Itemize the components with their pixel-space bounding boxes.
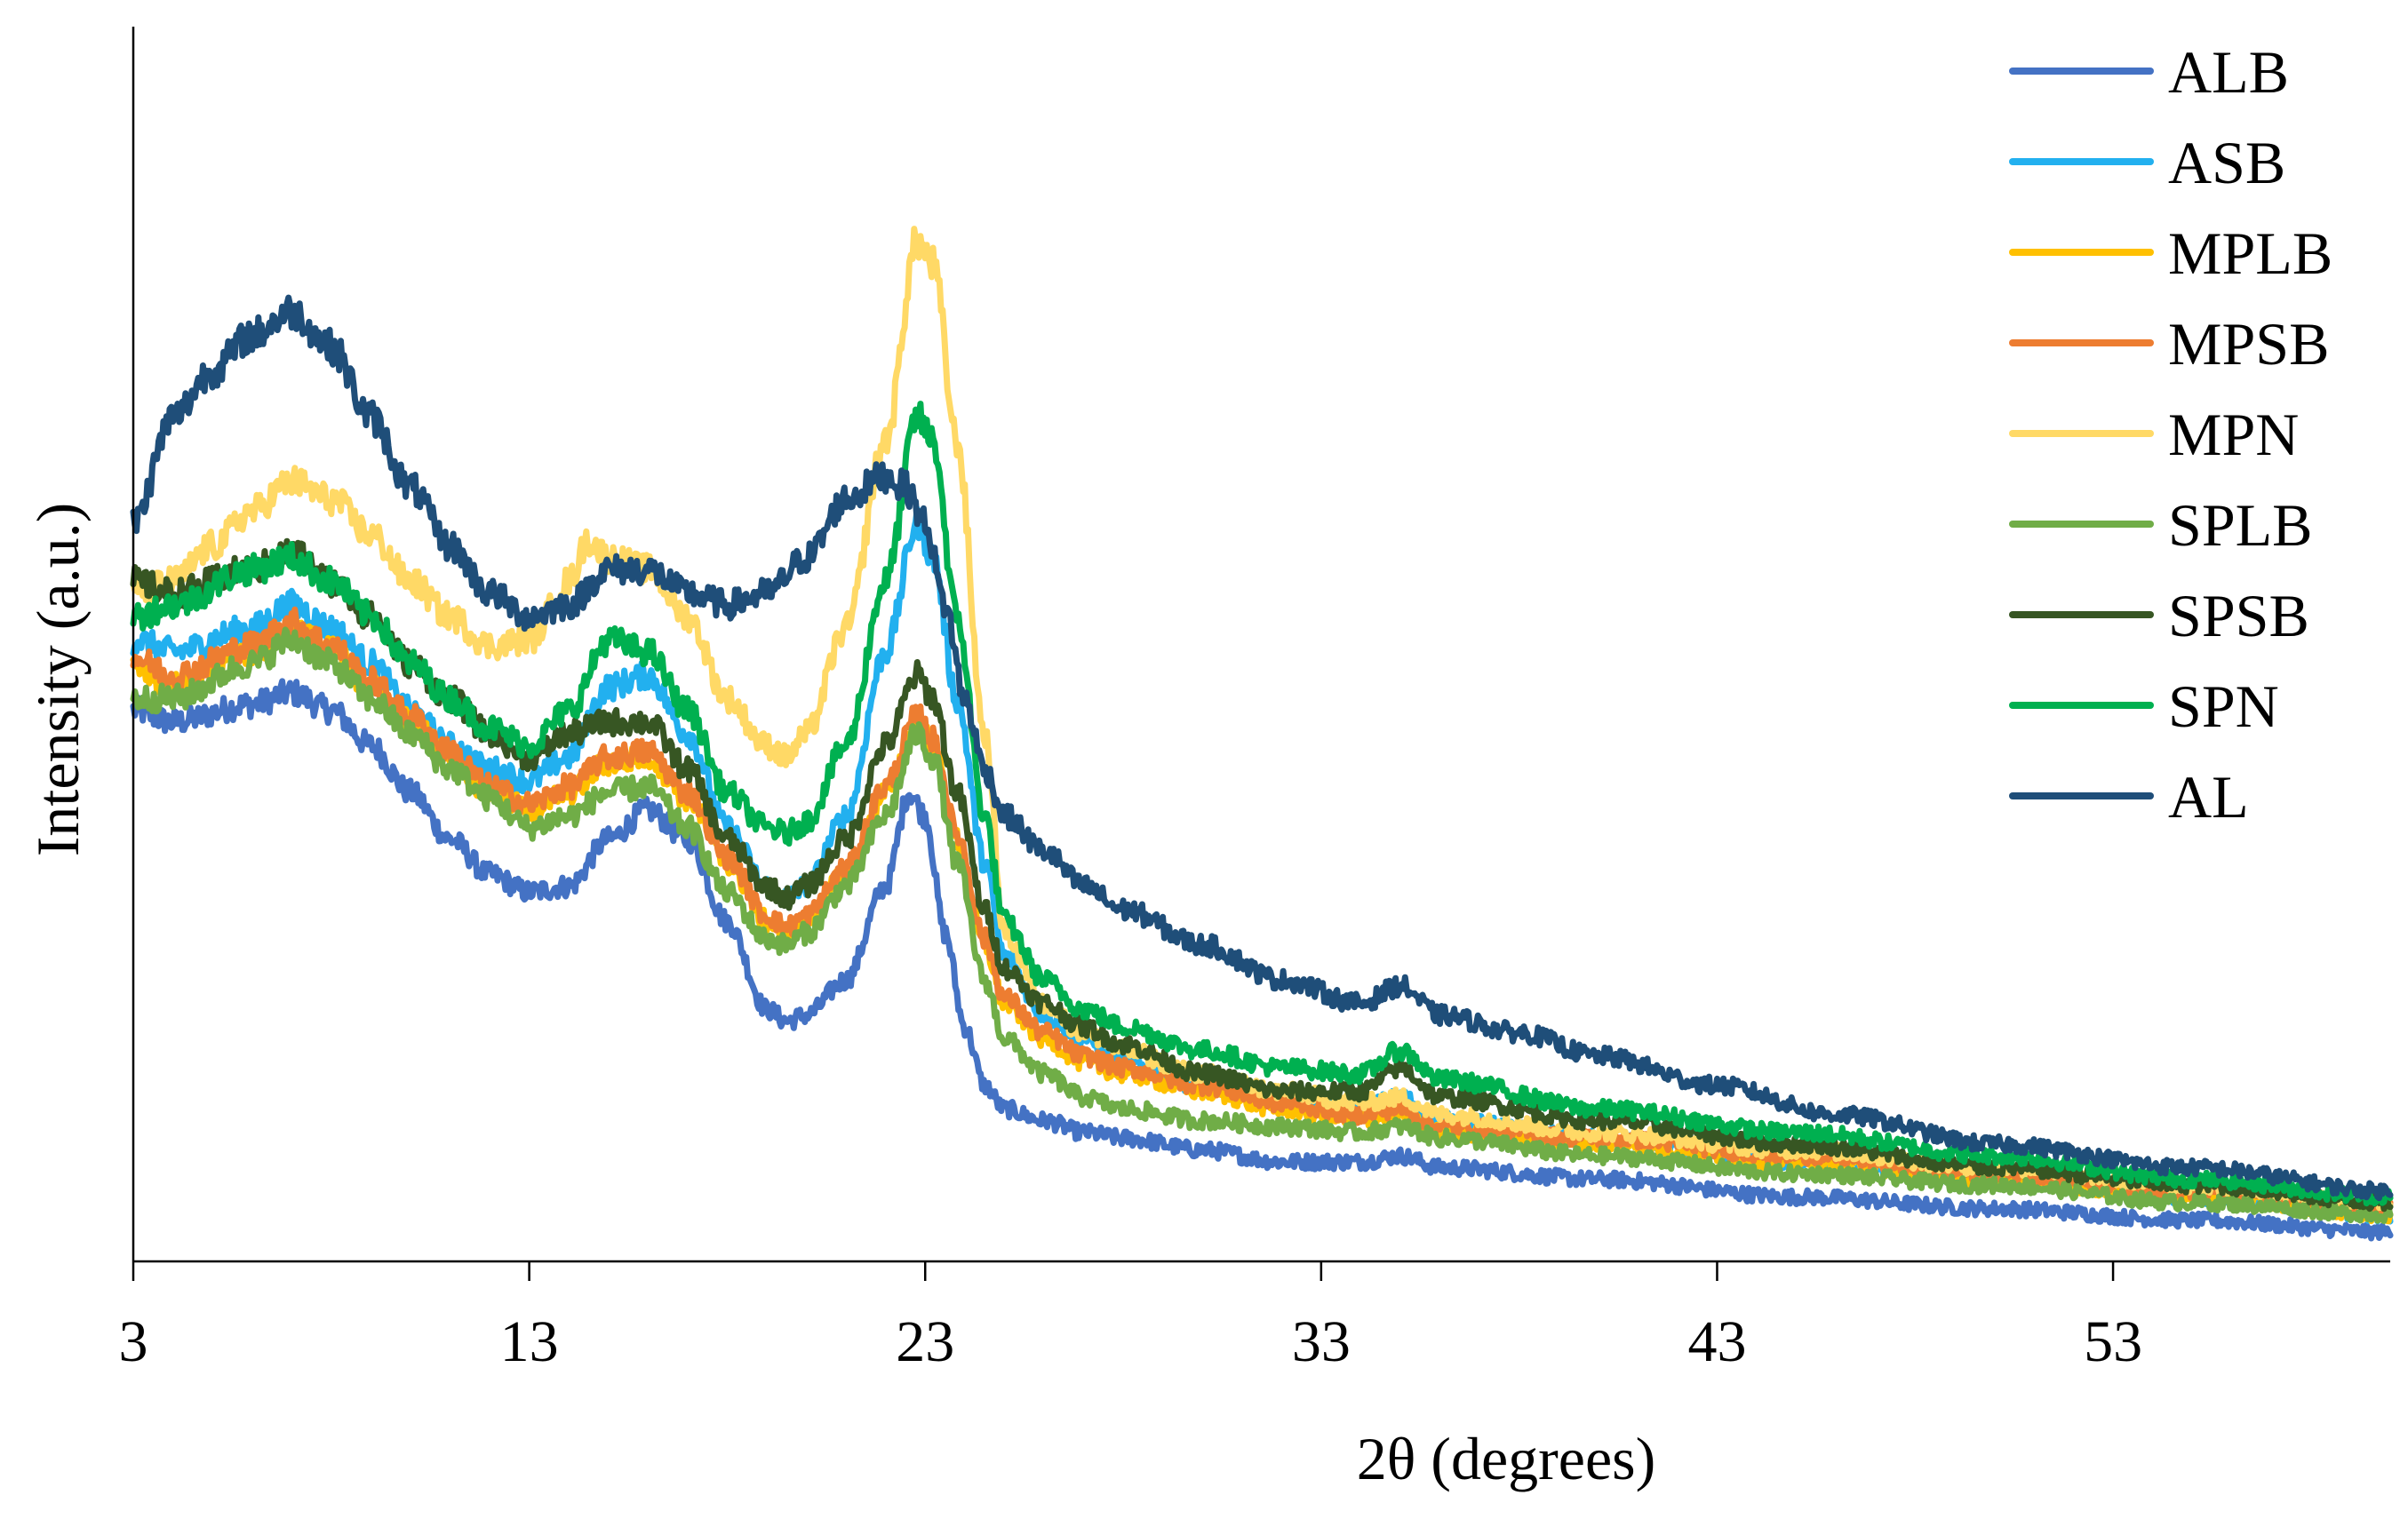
series-line-al xyxy=(130,294,2394,1202)
x-tick-label: 23 xyxy=(896,1309,954,1374)
legend-label-splb: SPLB xyxy=(2168,491,2313,559)
legend-label-spsb: SPSB xyxy=(2168,582,2309,649)
x-tick-label: 43 xyxy=(1687,1309,1746,1374)
x-tick-label: 53 xyxy=(2084,1309,2142,1374)
legend-label-mpn: MPN xyxy=(2168,401,2299,468)
x-axis-label: 2θ (degrees) xyxy=(1357,1425,1656,1492)
legend-label-mpsb: MPSB xyxy=(2168,310,2329,378)
legend-label-asb: ASB xyxy=(2168,129,2285,196)
x-tick-label: 33 xyxy=(1292,1309,1351,1374)
series-line-spn xyxy=(130,401,2394,1207)
legend-label-alb: ALB xyxy=(2168,38,2289,106)
x-ticks-group: 3 13 23 33 43 53 xyxy=(119,1261,2142,1374)
series-line-alb xyxy=(130,678,2394,1242)
series-line-splb xyxy=(130,626,2394,1225)
legend-label-al: AL xyxy=(2168,763,2249,831)
plot-series-group xyxy=(130,226,2394,1242)
y-axis-label: Intensity (a.u.) xyxy=(24,503,92,856)
legend-label-spn: SPN xyxy=(2168,672,2279,740)
x-tick-label: 13 xyxy=(500,1309,559,1374)
legend-label-mplb: MPLB xyxy=(2168,219,2332,287)
x-tick-label: 3 xyxy=(119,1309,148,1374)
legend: ALB ASB MPLB MPSB MPN SPLB SPSB SPN AL xyxy=(2009,38,2332,831)
